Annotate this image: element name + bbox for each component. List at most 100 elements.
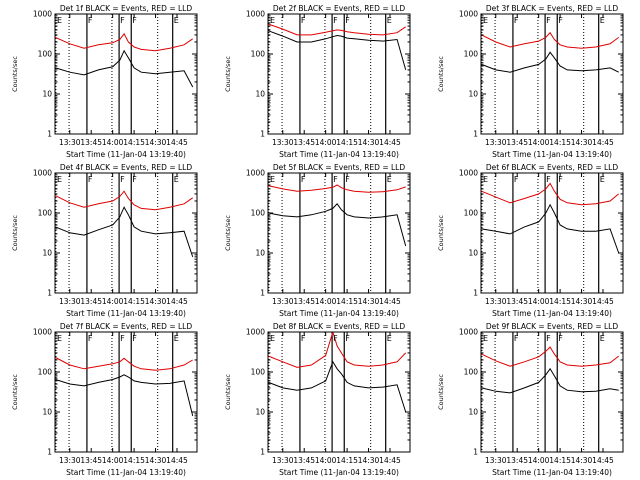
y-tick-label: 1000	[246, 328, 265, 337]
x-tick-label: 13:45	[80, 297, 102, 306]
series-line-events	[268, 203, 407, 247]
x-tick-label: 13:30	[485, 138, 507, 147]
x-tick-label: 14:15	[549, 138, 571, 147]
y-tick-label: 10	[468, 90, 478, 99]
y-tick-label: 1	[473, 448, 478, 457]
segment-label: E	[387, 334, 392, 343]
y-tick-label: 100	[251, 209, 266, 218]
x-tick-label: 14:45	[379, 138, 401, 147]
x-tick-label: 14:30	[145, 456, 167, 465]
segment-label: F	[558, 175, 563, 184]
series-line-lld	[268, 184, 406, 193]
x-tick-label: 14:00	[315, 138, 337, 147]
segment-label: F	[88, 16, 93, 25]
segment-label: F	[546, 175, 551, 184]
y-tick-label: 100	[38, 50, 53, 59]
y-tick-label: 1	[473, 130, 478, 139]
x-tick-label: 14:00	[528, 456, 550, 465]
y-axis-label: Counts/sec	[224, 374, 232, 410]
panel-det-3: Det 3f BLACK = Events, RED = LLD Counts/s…	[437, 4, 624, 159]
y-tick-label: 1	[260, 289, 265, 298]
x-axis-label: Start Time (11-Jan-04 13:19:40)	[492, 150, 612, 159]
x-tick-label: 14:15	[336, 297, 358, 306]
y-axis-label: Counts/sec	[224, 215, 232, 251]
x-tick-label: 13:30	[272, 297, 294, 306]
y-axis-label: Counts/sec	[437, 374, 445, 410]
series-line-lld	[55, 32, 193, 52]
x-tick-label: 14:45	[592, 297, 614, 306]
series-line-lld	[268, 23, 406, 36]
x-tick-label: 14:15	[123, 297, 145, 306]
x-tick-label: 14:45	[166, 456, 188, 465]
y-tick-label: 10	[42, 249, 52, 258]
x-axis-label: Start Time (11-Jan-04 13:19:40)	[66, 468, 186, 477]
panel-det-4: Det 4f BLACK = Events, RED = LLD Counts/s…	[11, 163, 198, 318]
panel-det-9: Det 9f BLACK = Events, RED = LLD Counts/s…	[437, 322, 624, 477]
y-tick-label: 100	[464, 50, 479, 59]
plot-area	[55, 332, 194, 452]
y-tick-label: 1000	[33, 10, 52, 19]
plot-frame	[267, 172, 411, 294]
panel-det-7: Det 7f BLACK = Events, RED = LLD Counts/s…	[11, 322, 198, 477]
segment-label: E	[174, 334, 179, 343]
plot-area	[481, 173, 620, 293]
series-line-events	[55, 374, 194, 417]
x-tick-label: 14:15	[336, 456, 358, 465]
y-tick-label: 10	[42, 90, 52, 99]
series-line-lld	[481, 182, 620, 206]
segment-label: F	[132, 16, 137, 25]
segment-label: E	[483, 16, 488, 25]
x-axis-label: Start Time (11-Jan-04 13:19:40)	[66, 150, 186, 159]
segment-label: F	[345, 175, 350, 184]
segment-label: F	[120, 334, 125, 343]
y-tick-label: 1000	[33, 328, 52, 337]
panel-title: Det 5f BLACK = Events, RED = LLD	[273, 163, 406, 172]
x-tick-label: 14:45	[592, 138, 614, 147]
x-axis-label: Start Time (11-Jan-04 13:19:40)	[66, 309, 186, 318]
series-line-events	[481, 203, 620, 254]
x-tick-label: 14:45	[379, 456, 401, 465]
x-tick-label: 13:30	[272, 456, 294, 465]
segment-label: E	[600, 175, 605, 184]
series-line-events	[268, 30, 407, 71]
y-tick-label: 1	[47, 448, 52, 457]
x-tick-label: 13:45	[293, 297, 315, 306]
segment-label: E	[270, 16, 275, 25]
series-line-lld	[55, 357, 193, 371]
segment-label: F	[558, 16, 563, 25]
y-axis-label: Counts/sec	[437, 215, 445, 251]
y-tick-label: 1000	[459, 10, 478, 19]
x-tick-label: 13:30	[59, 456, 81, 465]
x-tick-label: 14:00	[315, 456, 337, 465]
x-tick-label: 14:30	[145, 138, 167, 147]
panel-det-6: Det 6f BLACK = Events, RED = LLD Counts/s…	[437, 163, 624, 318]
segment-label: F	[301, 16, 306, 25]
x-tick-label: 14:30	[358, 138, 380, 147]
plot-area	[481, 332, 620, 452]
plot-frame	[54, 172, 198, 294]
x-tick-label: 14:30	[358, 456, 380, 465]
plot-area	[55, 173, 194, 293]
x-tick-label: 13:45	[293, 456, 315, 465]
plot-frame	[267, 331, 411, 453]
series-line-events	[268, 360, 407, 413]
x-tick-label: 14:00	[528, 138, 550, 147]
x-axis-label: Start Time (11-Jan-04 13:19:40)	[492, 468, 612, 477]
segment-label: F	[514, 175, 519, 184]
y-tick-label: 10	[468, 249, 478, 258]
y-tick-label: 100	[251, 368, 266, 377]
y-tick-label: 100	[38, 368, 53, 377]
panel-det-5: Det 5f BLACK = Events, RED = LLD Counts/s…	[224, 163, 411, 318]
segment-label: F	[132, 175, 137, 184]
y-tick-label: 1	[260, 448, 265, 457]
segment-label: E	[174, 175, 179, 184]
segment-label: E	[387, 16, 392, 25]
x-tick-label: 14:00	[102, 297, 124, 306]
y-tick-label: 10	[255, 90, 265, 99]
x-tick-label: 14:45	[592, 456, 614, 465]
x-tick-label: 13:30	[272, 138, 294, 147]
segment-label: F	[333, 16, 338, 25]
x-tick-label: 14:00	[102, 138, 124, 147]
plot-area	[268, 173, 407, 293]
x-tick-label: 14:00	[102, 456, 124, 465]
